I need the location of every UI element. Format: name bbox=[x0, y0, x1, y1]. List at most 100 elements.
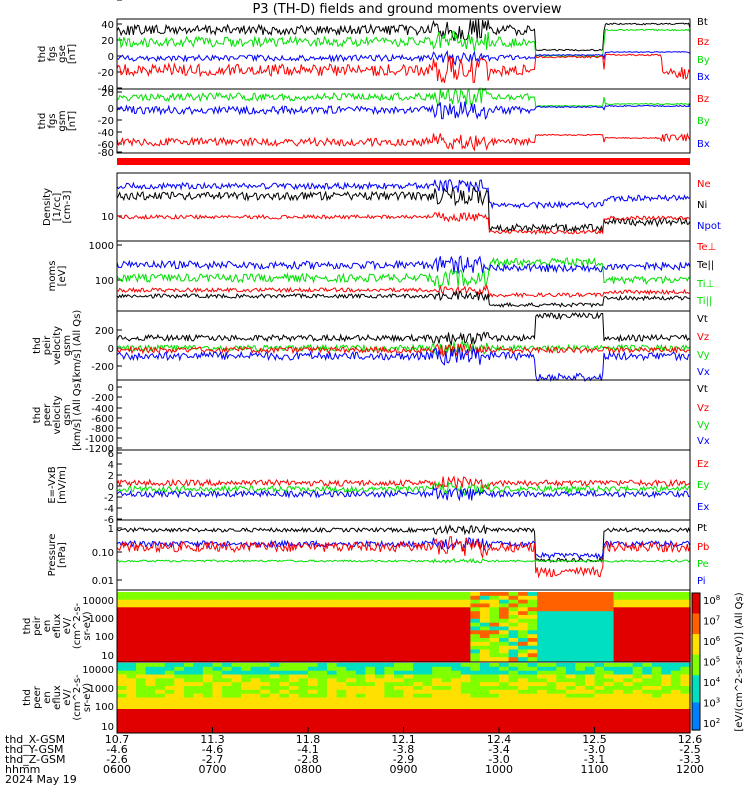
y-tick-label: 0 bbox=[108, 383, 114, 394]
Ez-line bbox=[116, 475, 691, 491]
y-tick-label: 10000 bbox=[82, 596, 114, 607]
Npot-line bbox=[116, 178, 691, 210]
x-row-label: hhmm bbox=[5, 763, 40, 776]
legend-Bt: Bt bbox=[697, 17, 708, 28]
legend-Ne: Ne bbox=[697, 179, 711, 190]
y-tick-label: -1000 bbox=[85, 434, 114, 445]
legend-Pe: Pe bbox=[697, 559, 709, 570]
y-tick-label: 100 bbox=[95, 702, 114, 713]
panel-2-ylabel: gsm bbox=[57, 110, 68, 131]
x-tick-label: -3.3 bbox=[679, 753, 700, 766]
y-tick-label: 10 bbox=[101, 651, 114, 662]
legend-Vy: Vy bbox=[697, 420, 710, 431]
legend-Ti⊥: Ti⊥ bbox=[696, 279, 714, 290]
panel-3-ylabel: [cm-3] bbox=[62, 190, 73, 223]
x-tick-label: 0700 bbox=[199, 763, 227, 776]
y-tick-label: 10 bbox=[101, 212, 114, 223]
panel-6-ylabel: peer bbox=[42, 403, 53, 427]
panel-7-ylabel: E=-VxB bbox=[47, 466, 58, 503]
panel-2: thd fgs gsm [nT] 20 0-20-40-60-80 Bz By Bx bbox=[37, 88, 710, 159]
y-tick-label: -600 bbox=[91, 414, 114, 425]
Te-perp-line bbox=[116, 283, 691, 299]
y-tick-label: 4 bbox=[108, 460, 114, 471]
panel-6-ylabel: thd bbox=[32, 407, 43, 424]
y-tick-label: 1 bbox=[108, 524, 114, 535]
Te-par-line bbox=[116, 255, 691, 274]
Ne-line bbox=[116, 211, 691, 236]
y-tick-label: 1000 bbox=[89, 614, 114, 625]
panel-6-ylabel: gsm bbox=[62, 404, 73, 425]
panel-8-ylabel: [nPa] bbox=[57, 542, 68, 568]
y-tick-label: 0.10 bbox=[92, 548, 114, 559]
panel-6: thd peer velocity gsm [km/s] (All Qs) 0-200-4… bbox=[32, 0, 710, 455]
x-tick-label: 10.7 bbox=[105, 733, 130, 746]
panel-1: thd fgs gse [nT] 40 20 0 -20 -40 Bt Bz By Bx bbox=[37, 17, 710, 95]
x-tick-label: 12.1 bbox=[391, 733, 416, 746]
panel-4-traces bbox=[116, 255, 691, 308]
y-tick-label: -400 bbox=[91, 404, 114, 415]
panel-6-ylabel: [km/s] (All Qs) bbox=[72, 379, 83, 451]
y-tick-label: 10000 bbox=[82, 665, 114, 676]
x-tick-label: -4.1 bbox=[297, 743, 318, 756]
panel-2-ylabel: [nT] bbox=[67, 111, 78, 131]
panel-5: thd peir velocity gsm [km/s] (All Qs) 200 0 -20… bbox=[32, 310, 710, 382]
x-tick-label: 0800 bbox=[294, 763, 322, 776]
legend-Vy: Vy bbox=[697, 350, 710, 361]
y-tick-label: 100 bbox=[95, 276, 114, 287]
panel-10: thd peer en eflux eV/(cm^2-s-sr-eV) 10000 1000… bbox=[22, 665, 122, 733]
Bz-line bbox=[116, 53, 691, 84]
x-tick-label: 1200 bbox=[676, 763, 704, 776]
x-tick-label: 12.6 bbox=[678, 733, 703, 746]
legend-Ex: Ex bbox=[697, 502, 709, 513]
panel-1-ylabel: gse bbox=[57, 45, 68, 63]
legend-Ey: Ey bbox=[697, 480, 709, 491]
panel-10-ylabel: (cm^2-s- bbox=[72, 674, 83, 721]
x-tick-label: -3.1 bbox=[584, 753, 605, 766]
panel-9-ylabel: (cm^2-s- bbox=[72, 602, 83, 649]
x-tick-label: 12.5 bbox=[582, 733, 607, 746]
x-tick-label: -3.8 bbox=[393, 743, 414, 756]
legend-Bz: Bz bbox=[697, 94, 709, 105]
x-tick-label: -2.9 bbox=[393, 753, 414, 766]
Bz2-line bbox=[116, 132, 691, 152]
panel-9-ylabel: peir bbox=[32, 615, 43, 635]
panel-5-ylabel: peir bbox=[42, 335, 53, 355]
y-tick-label: 20 bbox=[101, 88, 114, 99]
panel-3-traces bbox=[116, 178, 691, 236]
legend-Pb: Pb bbox=[697, 542, 709, 553]
Ex-line bbox=[116, 486, 691, 502]
panel-5-ylabel: velocity bbox=[52, 326, 63, 365]
x-tick-label: -2.6 bbox=[106, 753, 127, 766]
panel-9-ylabel: thd bbox=[22, 618, 33, 635]
ion-spectrogram bbox=[117, 592, 691, 662]
legend-By: By bbox=[697, 116, 710, 127]
x-tick-label: -3.0 bbox=[488, 753, 509, 766]
legend-Te⊥: Te⊥ bbox=[696, 242, 716, 253]
panel-2-traces bbox=[116, 86, 691, 152]
y-tick-label: -200 bbox=[91, 362, 114, 373]
y-tick-label: 0 bbox=[108, 52, 114, 63]
y-tick-label: -2 bbox=[104, 493, 114, 504]
panel-5-ylabel: gsm bbox=[62, 335, 73, 356]
y-tick-label: 2 bbox=[108, 471, 114, 482]
legend-Vt: Vt bbox=[697, 384, 708, 395]
y-tick-label: 1000 bbox=[89, 684, 114, 695]
panel-3-ylabel: Density bbox=[42, 188, 53, 226]
y-tick-label: -20 bbox=[98, 68, 114, 79]
figure-title: P3 (TH-D) fields and ground moments over… bbox=[252, 2, 561, 17]
x-row-label: 2024 May 19 bbox=[5, 773, 77, 786]
legend-Vx: Vx bbox=[697, 436, 710, 447]
Pb-line bbox=[116, 536, 691, 579]
x-tick-label: -2.8 bbox=[297, 753, 318, 766]
x-tick-label: 1000 bbox=[485, 763, 513, 776]
legend-Vz: Vz bbox=[697, 332, 709, 343]
Vx-line bbox=[116, 345, 691, 383]
y-tick-label: 0 bbox=[108, 104, 114, 115]
legend-Pt: Pt bbox=[697, 523, 707, 534]
y-tick-label: 10 bbox=[101, 722, 114, 733]
legend-Ti||: Ti|| bbox=[696, 296, 712, 307]
y-tick-label: 200 bbox=[95, 326, 114, 337]
x-row-label: thd_Y-GSM bbox=[5, 743, 64, 756]
